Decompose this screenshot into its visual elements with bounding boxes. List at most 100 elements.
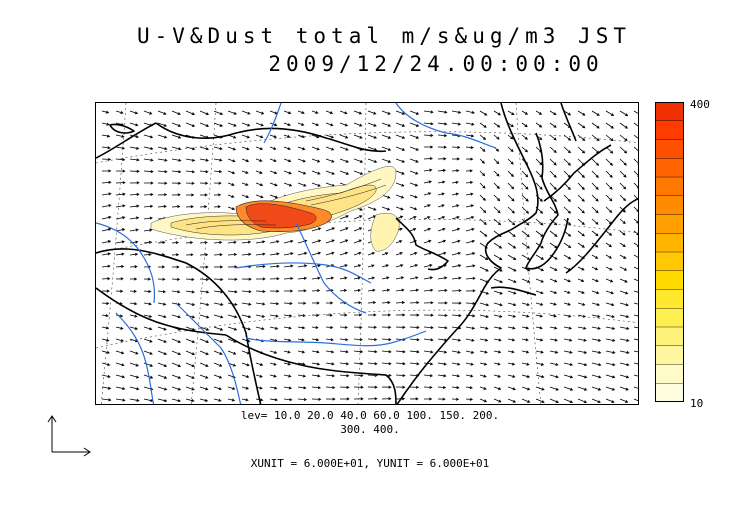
wind-arrow (605, 242, 612, 248)
wind-arrow (619, 398, 629, 403)
wind-arrow (241, 158, 250, 163)
wind-arrow (605, 158, 614, 166)
wind-arrow (563, 362, 574, 367)
wind-arrow (353, 301, 362, 305)
wind-arrow (199, 122, 210, 127)
wind-arrow (353, 374, 364, 378)
wind-arrow (143, 338, 153, 343)
wind-arrow (325, 227, 336, 232)
wind-arrow (297, 158, 306, 163)
wind-arrow (129, 302, 138, 306)
wind-arrow (339, 239, 349, 244)
wind-arrow (535, 158, 543, 166)
wind-arrow (213, 193, 222, 197)
wind-arrow (297, 276, 308, 280)
wind-arrow (493, 374, 501, 378)
wind-arrow (479, 350, 488, 354)
wind-arrow (549, 314, 557, 318)
wind-arrow (633, 254, 638, 260)
wind-arrow (353, 350, 364, 354)
wind-arrow (269, 134, 277, 139)
wind-arrow (101, 192, 112, 196)
wind-arrow (297, 326, 306, 330)
wind-arrow (157, 302, 167, 306)
wind-arrow (521, 146, 529, 153)
wind-arrow (199, 110, 210, 116)
wind-arrow (577, 146, 586, 154)
wind-arrow (255, 302, 266, 306)
wind-arrow (129, 252, 139, 256)
wind-arrow (451, 145, 461, 149)
colorbar-cell (655, 195, 684, 215)
wind-arrow (255, 146, 264, 151)
wind-arrow (311, 122, 320, 127)
wind-arrow (213, 314, 224, 319)
wind-arrow (199, 265, 209, 269)
wind-arrow (409, 122, 420, 127)
wind-arrow (297, 251, 308, 256)
wind-arrow (297, 134, 305, 139)
wind-arrow (269, 289, 280, 293)
wind-arrow (409, 385, 420, 389)
wind-arrow (283, 398, 293, 402)
wind-arrow (339, 397, 350, 401)
wind-arrow (157, 181, 168, 185)
wind-arrow (157, 398, 168, 403)
wind-arrow (171, 110, 181, 116)
wind-arrow (227, 290, 238, 294)
wind-arrow (283, 182, 293, 187)
wind-arrow (395, 134, 406, 139)
wind-arrow (423, 301, 434, 305)
wind-arrow (549, 242, 558, 249)
wind-arrow (283, 122, 291, 127)
wind-arrow (437, 204, 445, 208)
wind-arrow (493, 386, 502, 391)
wind-arrow (451, 386, 460, 390)
wind-arrow (101, 314, 109, 318)
wind-arrow (549, 266, 558, 271)
wind-arrow (409, 397, 419, 401)
wind-arrow (493, 206, 501, 214)
wind-arrow (241, 252, 252, 256)
wind-arrow (101, 326, 110, 330)
wind-arrow (423, 157, 433, 161)
colorbar-cell (655, 252, 684, 272)
wind-arrow (493, 110, 502, 116)
wind-arrow (535, 362, 545, 366)
wind-arrow (115, 240, 125, 244)
wind-arrow (493, 278, 503, 284)
wind-arrow (185, 277, 195, 281)
wind-arrow (451, 192, 460, 196)
wind-arrow (157, 110, 167, 115)
wind-arrow (143, 193, 154, 197)
colorbar-cell (655, 270, 684, 290)
wind-arrow (451, 397, 460, 401)
wind-arrow (227, 206, 236, 211)
wind-arrow (199, 386, 209, 391)
wind-arrow (577, 386, 588, 391)
wind-arrow (129, 110, 139, 115)
wind-arrow (101, 157, 112, 161)
wind-arrow (255, 110, 265, 115)
wind-arrow (591, 362, 602, 367)
wind-arrow (283, 110, 292, 115)
wind-arrow (605, 290, 614, 295)
wind-arrow (311, 386, 322, 390)
wind-arrow (227, 158, 236, 163)
wind-arrow (479, 122, 487, 128)
wind-arrow (269, 240, 280, 244)
wind-arrow (535, 326, 543, 330)
wind-arrow (479, 254, 489, 260)
wind-arrow (493, 398, 502, 403)
wind-arrow (381, 325, 392, 329)
wind-arrow (381, 134, 392, 139)
wind-arrow (423, 276, 434, 280)
wind-arrow (549, 350, 559, 354)
wind-arrow (605, 362, 616, 367)
wind-arrow (199, 193, 208, 197)
wind-arrow (129, 362, 139, 367)
wind-arrow (465, 264, 476, 268)
wind-arrow (115, 158, 126, 162)
wind-arrow (157, 134, 168, 139)
wind-arrow (171, 253, 180, 257)
